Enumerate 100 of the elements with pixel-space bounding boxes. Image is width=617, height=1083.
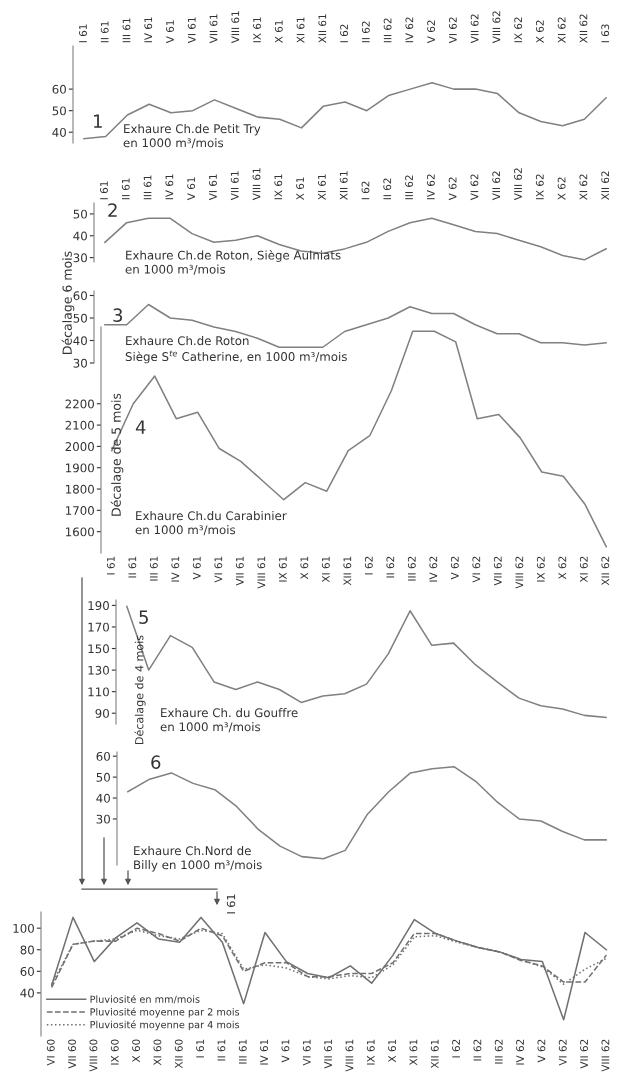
x-tick-label: I 62 bbox=[361, 181, 370, 200]
text: Exhaure Ch.de Roton Siège S$^{te}$ Catherine, en 1000 m³/mois bbox=[125, 336, 347, 364]
x-tick-label: XI 60 bbox=[153, 1039, 162, 1066]
y-tick-label: 30 bbox=[73, 358, 87, 368]
x-tick-label: VI 62 bbox=[472, 556, 481, 583]
x-tick-label: VIII 62 bbox=[514, 168, 522, 201]
y-tick-label: 50 bbox=[73, 313, 87, 323]
x-tick-label: V 62 bbox=[427, 20, 436, 44]
x-tick-label: VII 61 bbox=[230, 171, 239, 201]
x-tick-label: VI 62 bbox=[470, 174, 479, 201]
x-tick-label: XII 61 bbox=[430, 1039, 439, 1069]
y-tick-label: 40 bbox=[96, 793, 110, 803]
y-tick-label: 1900 bbox=[66, 463, 94, 473]
x-tick-label: I 62 bbox=[452, 1039, 461, 1058]
x-tick-label: V 61 bbox=[187, 177, 196, 201]
x-tick-label: IX 61 bbox=[366, 1039, 375, 1065]
x-tick-label: X 61 bbox=[388, 1039, 397, 1063]
y-tick-label: 60 bbox=[20, 967, 34, 976]
y-tick-label: 1600 bbox=[66, 527, 94, 537]
y-tick-label: 190 bbox=[88, 601, 109, 611]
x-tick-label: IV 62 bbox=[429, 556, 438, 582]
y-tick-label: 1800 bbox=[66, 484, 94, 494]
y-tick-label: 30 bbox=[96, 814, 110, 824]
x-tick-label: XII 62 bbox=[601, 556, 610, 586]
x-tick-label: XII 61 bbox=[318, 14, 327, 43]
x-tick-label: XII 61 bbox=[343, 556, 352, 586]
x-tick-label: IV 62 bbox=[405, 17, 414, 43]
y-tick-label: 60 bbox=[73, 291, 87, 301]
text: Exhaure Ch.de Roton, Siège Aulniats en 1000 m³/mois bbox=[125, 250, 341, 275]
x-tick-label: IV 61 bbox=[171, 556, 180, 582]
x-tick-label: IV 62 bbox=[516, 1039, 525, 1065]
x-tick-label: VIII 62 bbox=[601, 1039, 610, 1072]
y-tick-label: 40 bbox=[73, 231, 87, 241]
y-tick-label: 150 bbox=[88, 644, 109, 654]
x-tick-label: III 62 bbox=[494, 1039, 503, 1064]
x-tick-label: IX 61 bbox=[253, 17, 261, 43]
x-tick-label: VIII 62 bbox=[515, 556, 524, 589]
x-tick-label: I 61 bbox=[106, 556, 115, 575]
x-tick-label: IX 61 bbox=[278, 556, 287, 582]
legend-label: Pluviosité moyenne par 4 mois bbox=[90, 1020, 240, 1031]
x-tick-label: IV 61 bbox=[260, 1039, 269, 1065]
x-tick-label: VI 62 bbox=[558, 1039, 567, 1066]
x-tick-label: XII 62 bbox=[601, 171, 610, 200]
y-tick-label: 2100 bbox=[65, 420, 94, 430]
x-tick-label: XI 61 bbox=[409, 1039, 418, 1066]
annotation: 2 bbox=[108, 203, 117, 217]
x-tick-label: II 61 bbox=[128, 556, 137, 578]
x-tick-label: VIII 61 bbox=[252, 168, 261, 201]
text: Exhaure Ch.de Petit Try en 1000 m³/mois bbox=[123, 124, 261, 149]
x-tick-label: IV 61 bbox=[165, 174, 174, 200]
annotation: Décalage de 5 mois bbox=[110, 393, 124, 516]
x-tick-label: VII 61 bbox=[209, 14, 218, 44]
y-tick-label: 90 bbox=[95, 708, 109, 718]
legend-label: Pluviosité moyenne par 2 mois bbox=[90, 1007, 240, 1018]
annotation: 4 bbox=[135, 420, 146, 434]
x-tick-label: VI 61 bbox=[214, 556, 223, 583]
y-tick-label: 2200 bbox=[65, 399, 94, 409]
x-tick-label: III 62 bbox=[407, 556, 416, 581]
x-tick-label: III 61 bbox=[238, 1039, 247, 1064]
x-tick-label: VIII 60 bbox=[89, 1039, 98, 1072]
x-tick-label: XI 61 bbox=[296, 17, 305, 43]
x-tick-label: IX 62 bbox=[535, 174, 544, 200]
annotation: 5 bbox=[139, 610, 148, 624]
x-tick-label: VII 60 bbox=[68, 1039, 77, 1069]
x-tick-label: II 62 bbox=[383, 178, 392, 200]
y-tick-label: 60 bbox=[52, 84, 66, 94]
x-tick-label: X 62 bbox=[557, 177, 566, 200]
y-tick-label: 30 bbox=[73, 253, 87, 263]
y-tick-label: 40 bbox=[52, 127, 66, 137]
x-tick-label: VII 61 bbox=[324, 1039, 333, 1069]
x-tick-label: II 61 bbox=[217, 1039, 226, 1061]
x-tick-label: III 62 bbox=[405, 175, 413, 200]
x-tick-label: IX 60 bbox=[110, 1039, 119, 1065]
annotation: 3 bbox=[113, 308, 123, 322]
y-tick-label: 110 bbox=[88, 687, 109, 697]
y-tick-label: 50 bbox=[52, 106, 66, 116]
y-tick-label: 40 bbox=[20, 988, 34, 998]
x-tick-label: III 61 bbox=[149, 556, 158, 581]
x-tick-label: VIII 61 bbox=[345, 1039, 354, 1072]
annotation: 1 bbox=[93, 114, 102, 128]
annotation: 6 bbox=[151, 755, 161, 769]
x-tick-label: II 62 bbox=[361, 21, 370, 43]
x-tick-label: X 60 bbox=[132, 1039, 141, 1063]
x-tick-label: IX 61 bbox=[274, 174, 283, 200]
legend-label: Pluviosité en mm/mois bbox=[90, 994, 200, 1004]
x-tick-label: V 61 bbox=[166, 20, 174, 44]
x-tick-label: III 61 bbox=[143, 175, 152, 200]
x-tick-label: IV 62 bbox=[426, 174, 435, 200]
x-tick-label: XI 62 bbox=[579, 174, 588, 200]
x-tick-label: VI 60 bbox=[46, 1039, 55, 1066]
x-tick-label: V 61 bbox=[281, 1039, 290, 1063]
x-tick-label: VI 61 bbox=[209, 174, 217, 201]
x-tick-label: V 62 bbox=[450, 556, 459, 580]
x-tick-label: III 62 bbox=[383, 18, 392, 43]
x-tick-label: XII 62 bbox=[579, 14, 588, 43]
text: Exhaure Ch.Nord de Billy en 1000 m³/mois bbox=[134, 846, 262, 872]
x-tick-label: I 62 bbox=[340, 24, 349, 43]
y-tick-label: 1700 bbox=[66, 506, 94, 516]
x-tick-label: II 62 bbox=[473, 1039, 482, 1061]
x-tick-label: V 61 bbox=[192, 556, 201, 580]
